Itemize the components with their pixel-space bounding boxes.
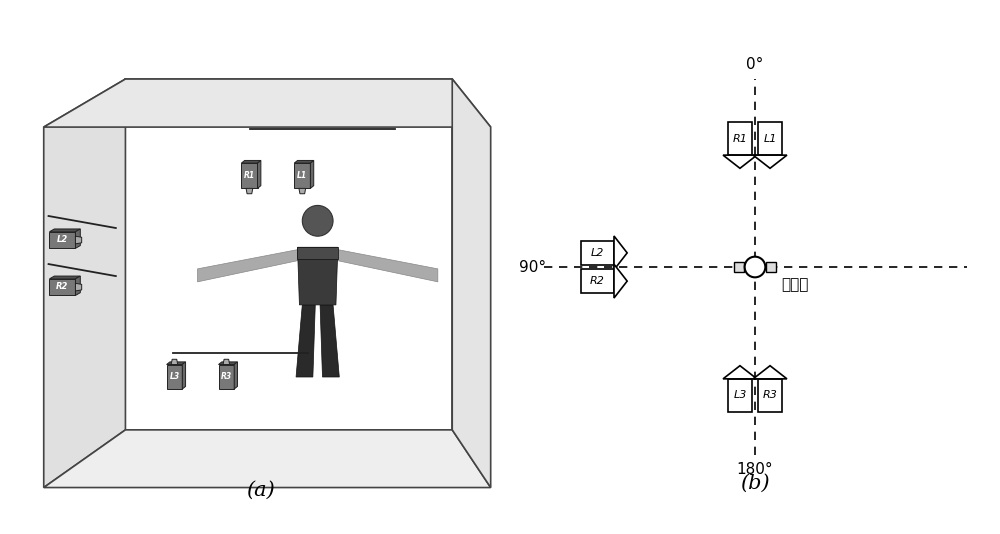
Polygon shape [44,430,491,488]
Polygon shape [614,264,627,298]
Bar [758,122,782,155]
Polygon shape [614,236,627,270]
Polygon shape [49,232,75,248]
Text: L1: L1 [297,171,307,180]
Polygon shape [75,284,82,291]
Polygon shape [75,229,80,248]
Polygon shape [320,305,339,377]
Polygon shape [297,247,338,260]
Circle shape [302,206,333,236]
Text: L3: L3 [733,390,747,400]
Text: R1: R1 [244,171,255,180]
Polygon shape [296,305,315,377]
Text: L1: L1 [763,134,777,144]
Polygon shape [338,249,438,282]
Bar [766,262,776,272]
Polygon shape [310,160,314,189]
Polygon shape [44,79,125,488]
Polygon shape [258,160,261,189]
Polygon shape [241,163,258,189]
Polygon shape [75,236,82,244]
Bar [728,122,752,155]
Polygon shape [299,189,306,194]
Text: 90°: 90° [519,260,546,274]
Polygon shape [723,155,757,168]
Text: L2: L2 [591,248,604,258]
Text: (a): (a) [246,481,274,500]
Text: R3: R3 [763,390,777,400]
Text: L3: L3 [169,372,180,381]
Circle shape [745,257,765,277]
Bar [734,262,744,272]
Polygon shape [125,79,452,430]
Polygon shape [219,365,234,389]
Polygon shape [198,249,297,282]
Polygon shape [75,276,80,295]
Polygon shape [246,189,253,194]
Polygon shape [49,229,80,232]
Polygon shape [49,276,80,279]
Polygon shape [171,359,178,365]
Polygon shape [753,155,787,168]
Text: 0°: 0° [746,57,764,73]
Polygon shape [223,359,230,365]
Text: R2: R2 [590,276,605,286]
Polygon shape [452,79,491,488]
Polygon shape [44,79,491,127]
Polygon shape [294,163,310,189]
Text: 180°: 180° [737,461,773,477]
Bar [581,241,614,265]
Polygon shape [294,160,314,163]
Polygon shape [297,247,338,305]
Polygon shape [723,366,757,379]
Text: 被测者: 被测者 [781,277,808,292]
Bar [758,379,782,412]
Polygon shape [234,362,237,389]
Polygon shape [167,365,182,389]
Polygon shape [49,279,75,295]
Polygon shape [167,362,186,365]
Polygon shape [219,362,237,365]
Text: L2: L2 [57,234,68,244]
Bar [728,379,752,412]
Text: R2: R2 [56,281,69,290]
Text: R1: R1 [733,134,747,144]
Polygon shape [182,362,186,389]
Polygon shape [241,160,261,163]
Polygon shape [753,366,787,379]
Text: (b): (b) [740,474,770,493]
Bar [581,269,614,293]
Text: R3: R3 [221,372,232,381]
